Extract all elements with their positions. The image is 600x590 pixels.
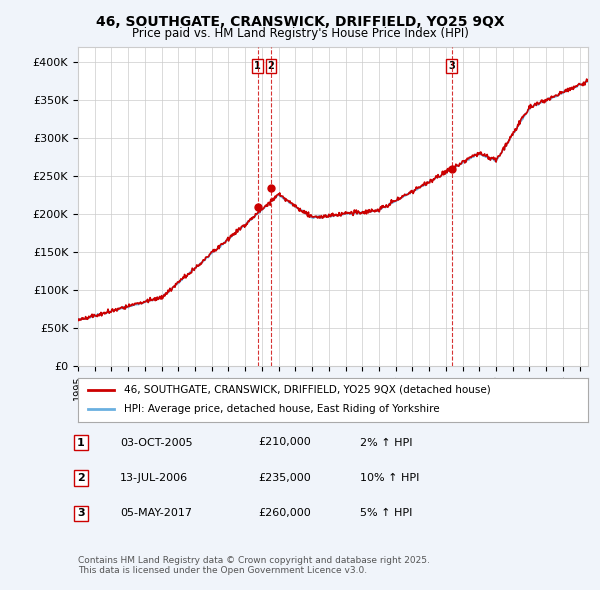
Text: 03-OCT-2005: 03-OCT-2005	[120, 438, 193, 447]
Text: 3: 3	[77, 509, 85, 518]
Text: 5% ↑ HPI: 5% ↑ HPI	[360, 509, 412, 518]
Text: £235,000: £235,000	[258, 473, 311, 483]
Text: Contains HM Land Registry data © Crown copyright and database right 2025.
This d: Contains HM Land Registry data © Crown c…	[78, 556, 430, 575]
Text: £210,000: £210,000	[258, 438, 311, 447]
Text: 2: 2	[77, 473, 85, 483]
Text: HPI: Average price, detached house, East Riding of Yorkshire: HPI: Average price, detached house, East…	[124, 405, 440, 414]
Text: 05-MAY-2017: 05-MAY-2017	[120, 509, 192, 518]
Text: 1: 1	[254, 61, 261, 71]
Text: 2: 2	[268, 61, 274, 71]
Text: 13-JUL-2006: 13-JUL-2006	[120, 473, 188, 483]
Text: 1: 1	[77, 438, 85, 447]
Text: 10% ↑ HPI: 10% ↑ HPI	[360, 473, 419, 483]
Text: 3: 3	[448, 61, 455, 71]
Text: 2% ↑ HPI: 2% ↑ HPI	[360, 438, 413, 447]
Text: 46, SOUTHGATE, CRANSWICK, DRIFFIELD, YO25 9QX: 46, SOUTHGATE, CRANSWICK, DRIFFIELD, YO2…	[95, 15, 505, 29]
Text: £260,000: £260,000	[258, 509, 311, 518]
Text: 46, SOUTHGATE, CRANSWICK, DRIFFIELD, YO25 9QX (detached house): 46, SOUTHGATE, CRANSWICK, DRIFFIELD, YO2…	[124, 385, 491, 395]
Text: Price paid vs. HM Land Registry's House Price Index (HPI): Price paid vs. HM Land Registry's House …	[131, 27, 469, 40]
